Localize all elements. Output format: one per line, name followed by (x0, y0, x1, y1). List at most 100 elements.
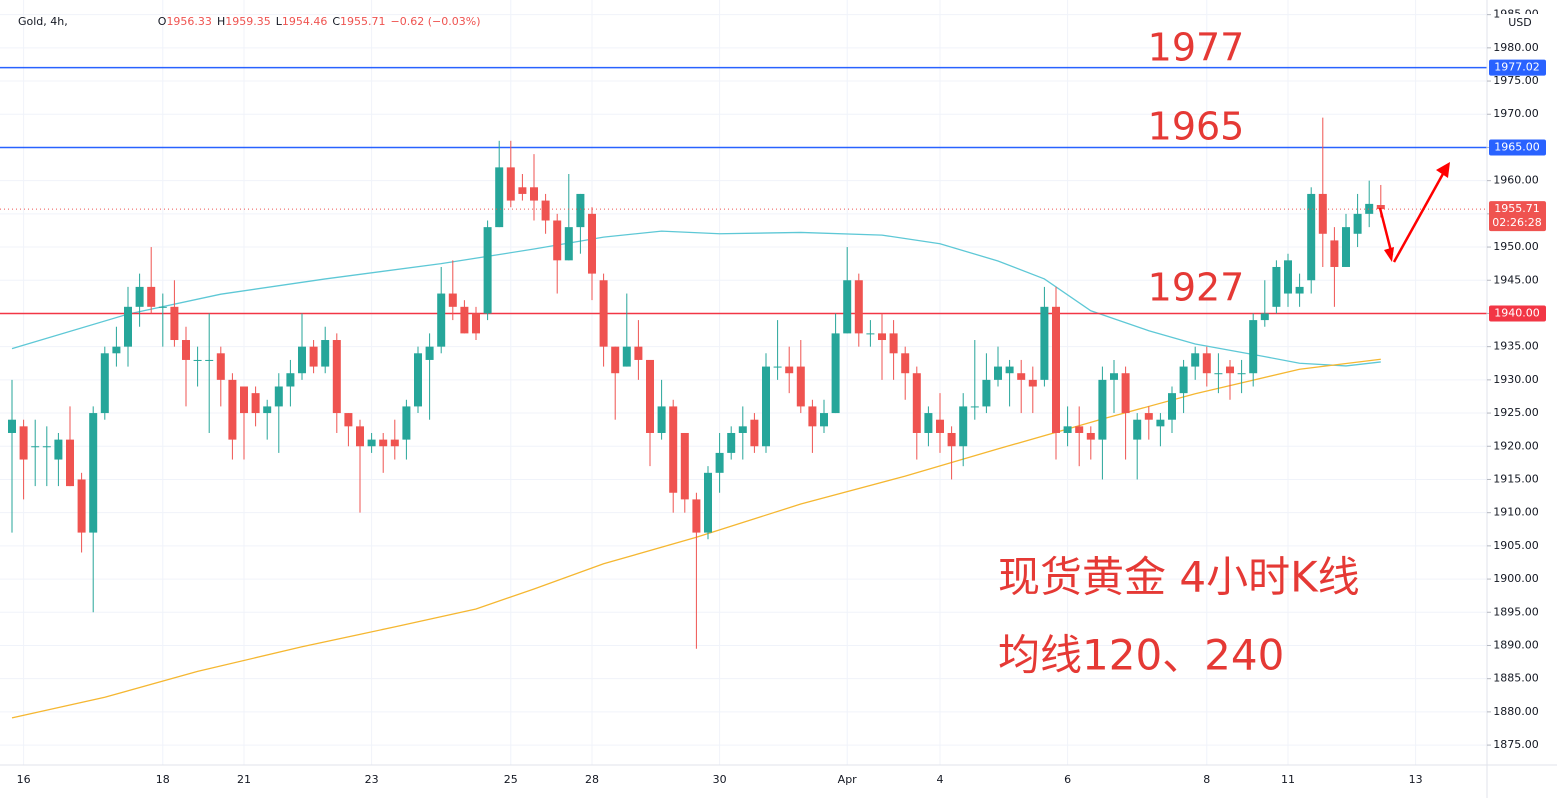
candle-body (530, 187, 538, 201)
level-label: 1965.00 (1494, 140, 1540, 153)
candle-body (495, 167, 504, 228)
candle-body (379, 439, 388, 447)
candle-body (437, 293, 446, 347)
candle-body (1249, 320, 1258, 374)
candle-body (715, 452, 724, 473)
candle-body (263, 406, 272, 414)
candle-body (866, 333, 875, 335)
ohlc-value: 1956.33 (166, 15, 212, 28)
candle-body (808, 406, 817, 427)
arrows (1378, 162, 1450, 263)
candle-body (634, 346, 643, 360)
candle-body (228, 379, 237, 440)
candle-body (182, 340, 190, 360)
x-tick-label: 18 (156, 773, 170, 786)
candle-body (1260, 313, 1269, 321)
candle-body (425, 346, 434, 360)
candle-body (344, 413, 353, 427)
arrow-down (1378, 207, 1394, 256)
candle-body (1179, 366, 1188, 394)
candle-body (1121, 373, 1130, 414)
change: −0.62 (−0.03%) (391, 15, 481, 28)
candle-body (1330, 240, 1339, 267)
y-tick-label: 1935.00 (1493, 340, 1539, 353)
candle-body (843, 280, 852, 334)
candle-body (31, 446, 40, 448)
candle-body (66, 439, 74, 487)
candle-body (112, 346, 121, 354)
annotation: 均线120、240 (998, 631, 1284, 680)
candle-body (1307, 193, 1316, 281)
moving-average (11, 230, 1381, 367)
candle-body (1110, 373, 1118, 380)
candle-body (622, 346, 631, 367)
candle-body (506, 167, 515, 201)
candle-body (1376, 205, 1385, 210)
y-tick-label: 1950.00 (1493, 240, 1539, 253)
candle-body (1063, 426, 1072, 433)
candle-body (1075, 426, 1084, 433)
candle-body (1017, 373, 1026, 380)
candle-body (321, 340, 330, 367)
candle-body (1318, 193, 1327, 234)
candle-body (646, 359, 654, 433)
candle-body (1365, 203, 1374, 214)
x-tick-label: 30 (713, 773, 727, 786)
annotation: 现货黄金 4小时K线 (998, 553, 1360, 602)
candle-body (564, 227, 573, 261)
candle-body (947, 432, 956, 447)
level-label-box (1489, 59, 1546, 76)
candle-body (414, 353, 422, 407)
currency: USD (1508, 16, 1532, 29)
y-tick-label: 1920.00 (1493, 439, 1539, 452)
candle-body (680, 432, 689, 500)
candle-body (240, 386, 248, 414)
y-tick-label: 1930.00 (1493, 373, 1539, 386)
candle-body (1284, 260, 1292, 294)
ohlc-value: 1954.46 (282, 15, 328, 28)
candle-body (994, 366, 1002, 380)
candle-body (147, 286, 156, 307)
candle-body (1353, 213, 1362, 234)
candle-body (8, 419, 16, 433)
y-tick-label: 1970.00 (1493, 107, 1539, 120)
candle-body (89, 413, 98, 533)
candle-body (1168, 393, 1176, 420)
y-tick-label: 1875.00 (1493, 738, 1539, 751)
candle-body (704, 472, 712, 533)
candle-body (309, 346, 318, 367)
candle-body (692, 499, 701, 533)
level-label: 1940.00 (1494, 306, 1540, 319)
ohlc-label: L (276, 15, 283, 28)
candle-body (738, 426, 747, 433)
plot-area (0, 66, 1487, 719)
y-tick-label: 1910.00 (1493, 506, 1539, 519)
header-text: Gold, 4h, O1956.33 H1959.35 L1954.46 C1955.7… (18, 15, 481, 28)
x-tick-label: 23 (365, 773, 379, 786)
candle-body (1202, 353, 1211, 374)
candle-body (367, 439, 376, 447)
arrow-head (1384, 247, 1394, 262)
candle-body (100, 353, 109, 414)
annotation: 1965 (1148, 105, 1245, 149)
candle-body (657, 406, 666, 433)
candle-body (773, 366, 782, 368)
x-tick-label: Apr (838, 773, 858, 786)
y-tick-label: 1925.00 (1493, 406, 1539, 419)
currency-box (1500, 14, 1540, 32)
candle-body (1133, 419, 1142, 440)
candle-body (1040, 306, 1049, 380)
candle-body (356, 426, 364, 447)
x-tick-label: 16 (17, 773, 31, 786)
candle-body (796, 366, 805, 407)
y-tick-label: 1960.00 (1493, 174, 1539, 187)
candle-body (158, 306, 167, 308)
y-tick-label: 1895.00 (1493, 605, 1539, 618)
candle-body (1295, 286, 1304, 294)
candle-body (1226, 366, 1234, 374)
candle-body (1156, 419, 1165, 427)
candle-body (1028, 379, 1037, 387)
x-tick-label: 6 (1064, 773, 1071, 786)
header: Gold, 4h, O1956.33 H1959.35 L1954.46 C1955.7… (18, 15, 481, 28)
y-tick-label: 1905.00 (1493, 539, 1539, 552)
